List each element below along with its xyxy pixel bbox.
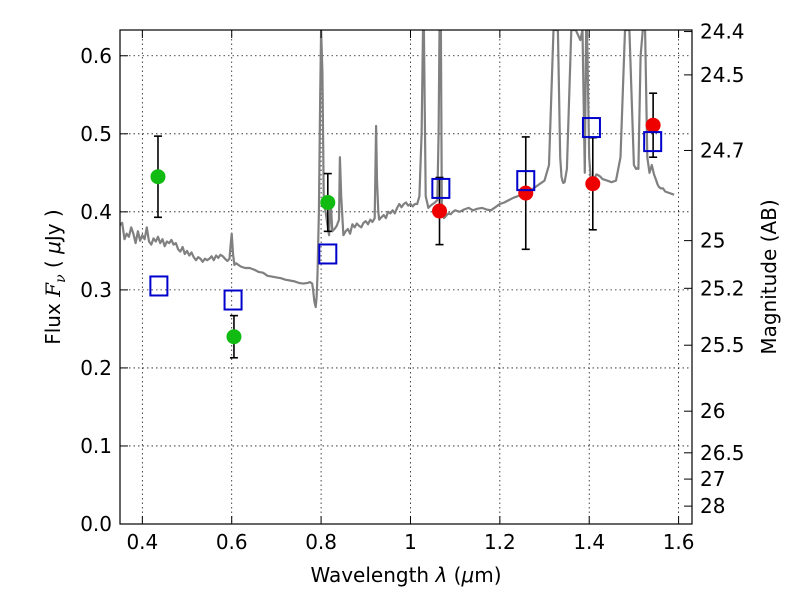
y2-tick-label: 25.5 — [700, 333, 745, 357]
y2-tick-label: 26.5 — [700, 441, 745, 465]
y2-tick-label: 26 — [700, 399, 725, 423]
x-tick-label: 0.4 — [126, 530, 158, 554]
data-marks — [149, 92, 663, 359]
model-photometry-square — [643, 131, 663, 153]
y2-tick-label: 24.4 — [700, 20, 745, 44]
model-photometry-square — [149, 275, 169, 297]
red-points-point — [518, 185, 534, 201]
model-photometry-square — [431, 177, 451, 199]
y-tick-label: 0.2 — [80, 356, 112, 380]
red-points-point — [585, 176, 601, 192]
green-points-point — [320, 194, 336, 210]
x-axis-label: Wavelength λ (μm) — [310, 563, 501, 587]
plot-frame — [119, 29, 693, 525]
y2-axis-label: Magnitude (AB) — [757, 199, 781, 354]
y2-tick-label: 24.5 — [700, 63, 745, 87]
y-tick-label: 0.5 — [80, 122, 112, 146]
y-tick-label: 0.4 — [80, 200, 112, 224]
model-photometry-square — [581, 117, 601, 139]
y2-tick-label: 24.7 — [700, 138, 745, 162]
y-tick-label: 0.3 — [80, 278, 112, 302]
model-photometry-square — [516, 170, 536, 192]
x-tick-label: 1.4 — [573, 530, 605, 554]
model-photometry-square — [223, 289, 243, 311]
x-tick-label: 0.6 — [216, 530, 248, 554]
y-axis-ticks: 0.0 0.1 0.2 0.3 0.4 0.5 0.6 — [80, 44, 128, 536]
y-tick-label: 0.1 — [80, 434, 112, 458]
y2-tick-label: 25 — [700, 229, 725, 253]
model-photometry-square — [318, 243, 338, 265]
green-points-point — [150, 169, 166, 185]
y-tick-label: 0.0 — [80, 512, 112, 536]
y-axis-label: Flux Fν ( μJy ) — [41, 209, 69, 345]
y2-tick-label: 28 — [700, 494, 725, 518]
x-tick-label: 1 — [404, 530, 417, 554]
y2-axis-ticks: 24.4 24.5 24.7 25 25.2 25.5 26 26.527 28 — [684, 20, 745, 518]
red-points-point — [645, 117, 661, 133]
x-tick-label: 0.8 — [305, 530, 337, 554]
x-tick-label: 1.2 — [484, 530, 516, 554]
y2-tick-label: 25.2 — [700, 276, 745, 300]
red-points-point — [432, 203, 448, 219]
x-axis-ticks: 0.4 0.6 0.8 1 1.2 1.4 1.6 — [126, 30, 695, 554]
x-tick-label: 1.6 — [663, 530, 695, 554]
y-tick-label: 0.6 — [80, 44, 112, 68]
green-points-point — [226, 329, 242, 345]
y2-tick-label: 27 — [700, 467, 725, 491]
